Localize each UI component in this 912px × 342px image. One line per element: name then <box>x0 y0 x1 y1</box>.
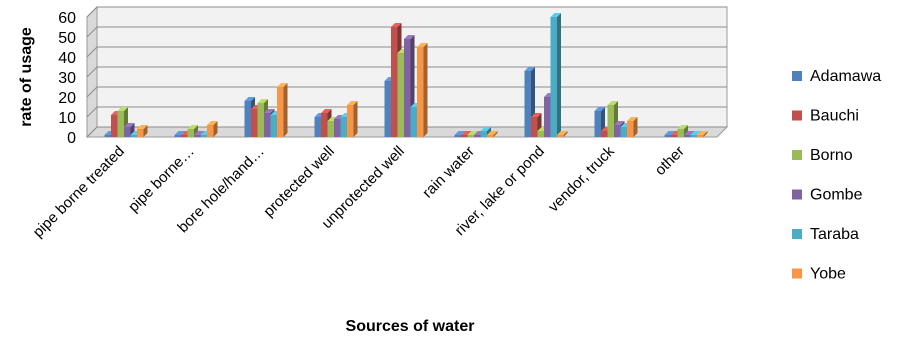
gridline <box>86 106 727 118</box>
bar <box>487 131 498 137</box>
y-axis-title: rate of usage <box>18 27 35 127</box>
y-tick-label: 20 <box>58 90 76 107</box>
y-tick-label: 0 <box>67 130 76 147</box>
gridline <box>86 46 727 58</box>
bar <box>277 83 288 137</box>
legend-label: Taraba <box>810 226 859 243</box>
legend-item: Borno <box>792 147 853 164</box>
x-axis-title: Sources of water <box>346 318 475 335</box>
gridline <box>86 126 727 138</box>
legend-label: Adamawa <box>810 68 881 85</box>
x-category-label: pipe borne… <box>125 143 198 216</box>
x-category-label: protected well <box>260 143 337 220</box>
bar <box>347 101 358 137</box>
legend-item: Taraba <box>792 226 859 243</box>
legend-item: Gombe <box>792 187 863 204</box>
bar <box>137 125 148 137</box>
plot-area <box>85 5 729 139</box>
legend-swatch <box>792 189 802 200</box>
bar <box>557 131 568 137</box>
legend-label: Yobe <box>810 266 846 283</box>
x-category-label: pipe borne treated <box>30 143 128 241</box>
y-tick-label: 40 <box>58 50 76 67</box>
bar <box>207 121 218 137</box>
y-tick-label: 60 <box>58 10 76 27</box>
legend-item: Bauchi <box>792 108 859 125</box>
y-tick-label: 10 <box>58 110 76 127</box>
legend-label: Bauchi <box>810 108 859 125</box>
bar <box>627 117 638 137</box>
x-category-label: other <box>652 143 688 179</box>
legend: Adamawa Bauchi Borno Gombe Taraba Yobe <box>792 68 881 283</box>
gridline <box>86 26 727 38</box>
legend-swatch <box>792 268 802 279</box>
legend-swatch <box>792 150 802 160</box>
bar <box>697 131 708 137</box>
gridline <box>86 6 727 18</box>
y-tick-label: 50 <box>58 30 76 47</box>
x-category-label: rain water <box>419 143 478 202</box>
legend-label: Gombe <box>810 187 863 204</box>
gridline <box>86 66 727 78</box>
legend-label: Borno <box>810 147 853 164</box>
legend-swatch <box>792 229 802 239</box>
y-tick-label: 30 <box>58 70 76 87</box>
legend-swatch <box>792 71 802 81</box>
legend-swatch <box>792 110 802 121</box>
bar <box>417 43 428 137</box>
legend-item: Yobe <box>792 266 846 283</box>
bar <box>550 13 561 137</box>
y-axis-ticks: 0 10 20 30 40 50 60 <box>58 10 76 147</box>
gridline <box>86 86 727 98</box>
legend-item: Adamawa <box>792 68 881 85</box>
x-category-label: vendor, truck <box>545 142 618 215</box>
